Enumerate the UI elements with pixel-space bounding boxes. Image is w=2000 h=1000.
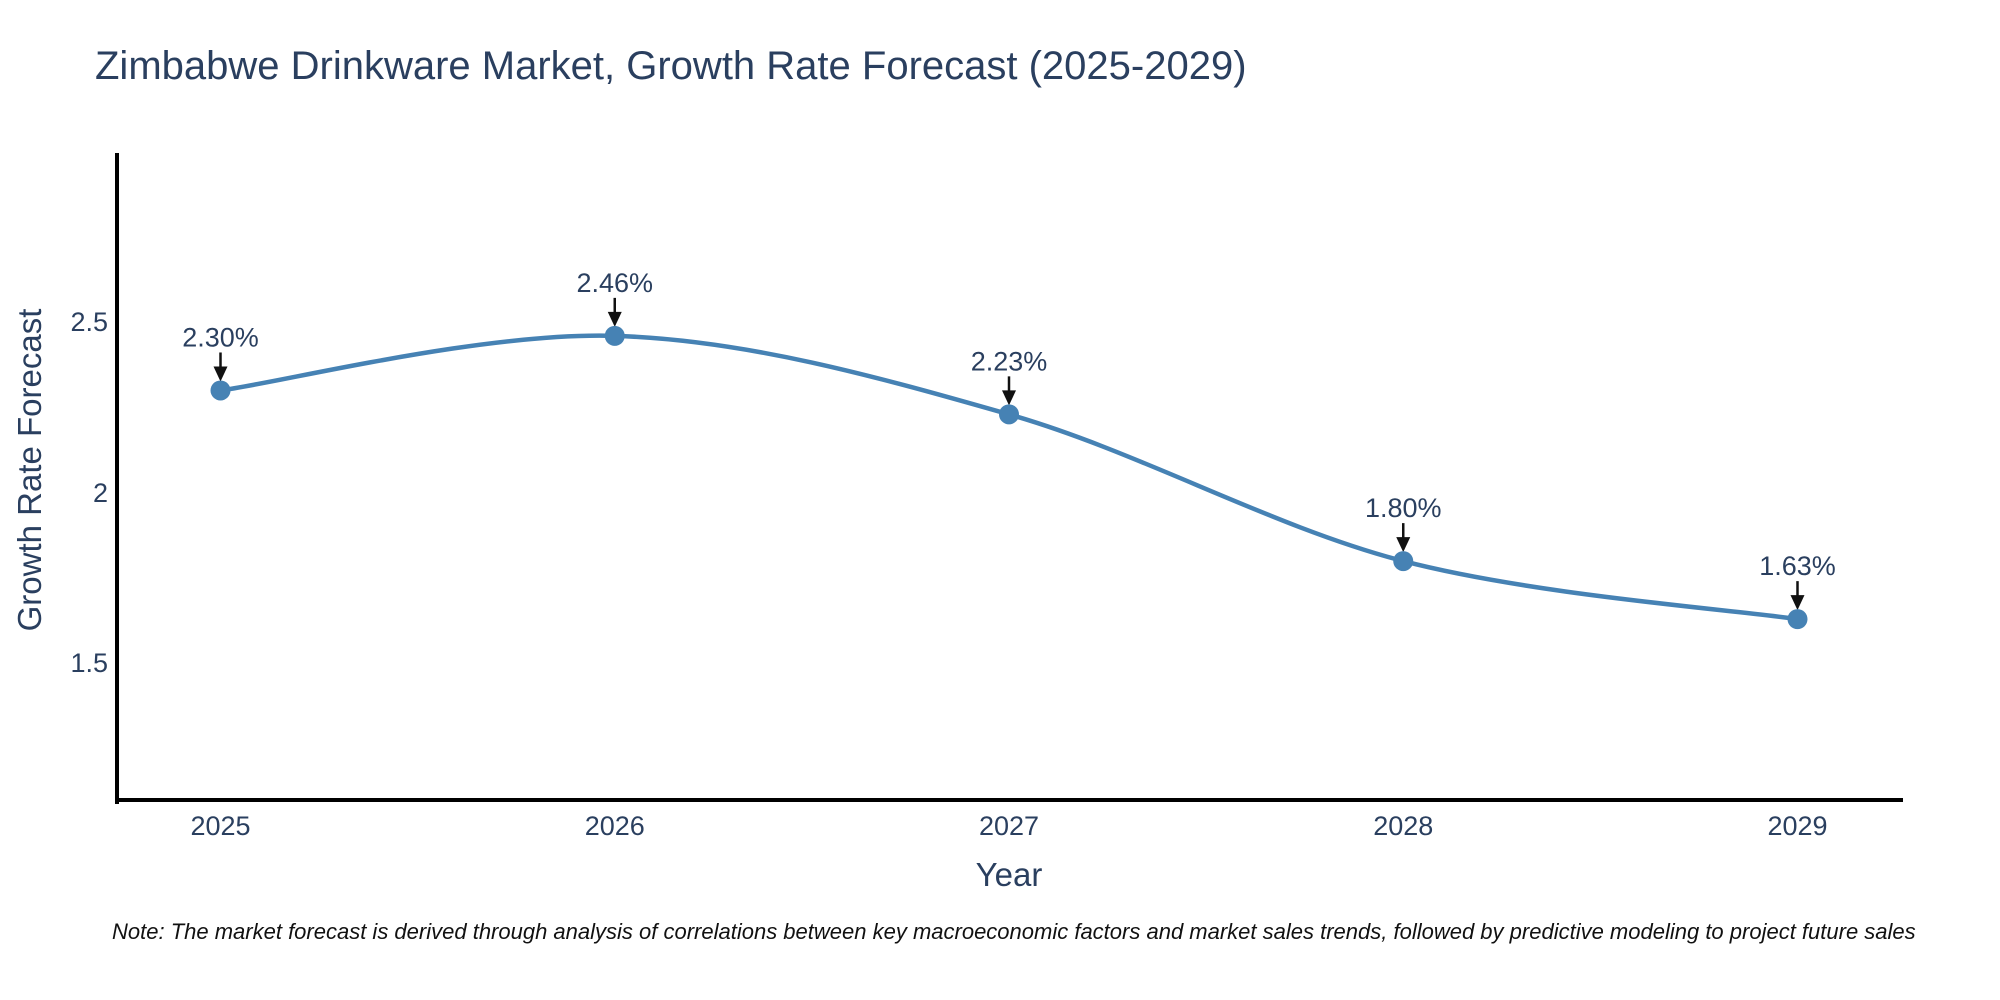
annotation-arrowhead (1790, 595, 1805, 611)
data-point-label: 2.46% (576, 268, 653, 298)
chart-title: Zimbabwe Drinkware Market, Growth Rate F… (95, 44, 1247, 88)
data-point-marker[interactable] (1393, 551, 1414, 572)
annotation-arrowhead (607, 311, 622, 327)
x-tick-label: 2028 (1373, 811, 1434, 841)
data-point-marker[interactable] (604, 325, 625, 346)
y-tick-label: 1.5 (70, 648, 108, 679)
annotation-arrowhead (213, 366, 228, 382)
x-axis-line (115, 798, 1903, 802)
x-tick-label: 2026 (584, 811, 645, 841)
data-point-label: 2.30% (182, 322, 259, 352)
y-tick-label: 2 (92, 477, 108, 508)
data-point-marker[interactable] (1787, 609, 1808, 630)
x-tick-label: 2027 (978, 811, 1040, 841)
x-tick-label: 2029 (1767, 811, 1828, 841)
annotation-arrowhead (1002, 390, 1016, 406)
x-tick-label: 2025 (190, 811, 251, 841)
x-axis-title: Year (975, 856, 1043, 893)
annotation-arrowhead (1396, 537, 1411, 553)
data-point-label: 1.80% (1365, 493, 1442, 523)
data-point-label: 2.23% (971, 346, 1048, 376)
plot-area: 2.30% 2.46% 2.23% 1.80% 1.63% (182, 268, 1836, 630)
y-tick-label: 2.5 (70, 307, 108, 338)
footnote: Note: The market forecast is derived thr… (112, 919, 1916, 944)
y-axis-line (115, 153, 119, 804)
data-point-label: 1.63% (1759, 551, 1836, 581)
data-point-marker[interactable] (999, 404, 1019, 425)
y-axis-title: Growth Rate Forecast (11, 308, 48, 632)
data-point-marker[interactable] (210, 380, 231, 401)
